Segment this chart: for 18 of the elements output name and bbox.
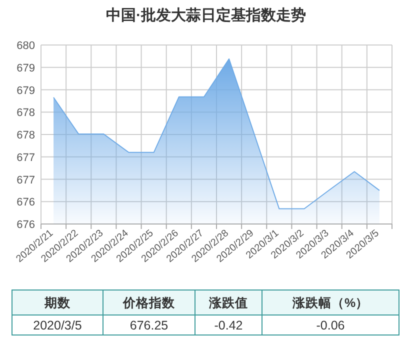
text: -0.06	[316, 318, 345, 332]
y-tick-label: 679	[16, 84, 35, 97]
y-tick-label: 680	[16, 40, 35, 52]
y-tick-label: 677	[16, 152, 35, 164]
y-tick-label: 676	[16, 219, 35, 231]
y-tick-label: 678	[16, 130, 35, 142]
chart-title: 中国·批发大蒜日定基指数走势	[106, 6, 306, 24]
y-tick-label: 677	[16, 174, 35, 186]
y-tick-label: 679	[16, 62, 35, 74]
text: 2020/3/5	[33, 318, 82, 332]
text: 期数	[44, 296, 72, 310]
text: 涨跌幅（%）	[291, 296, 369, 310]
text: 价格指数	[122, 296, 176, 310]
text: 676.25	[130, 318, 168, 332]
text: -0.42	[214, 318, 243, 332]
y-tick-label: 678	[16, 107, 35, 120]
text: 涨跌值	[208, 296, 248, 310]
y-tick-label: 676	[16, 196, 35, 209]
